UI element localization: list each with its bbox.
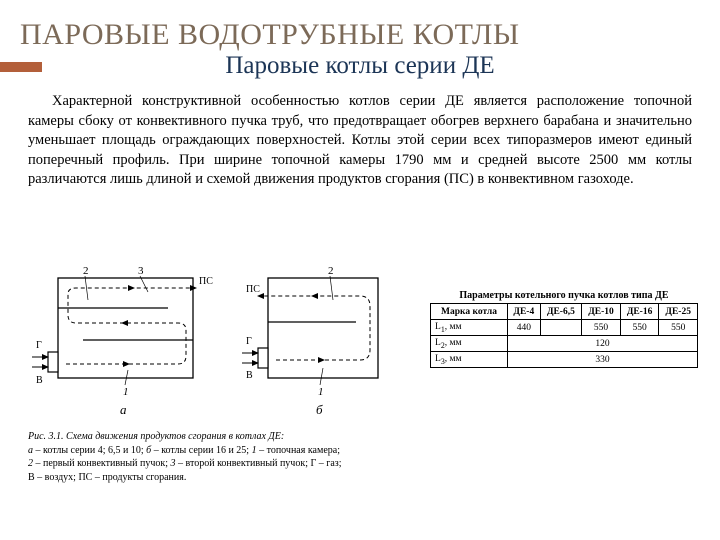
label-1a: 1 bbox=[123, 386, 129, 398]
table-row: L3, мм330 bbox=[431, 352, 698, 368]
cap-line3: В – воздух; ПС – продукты сгорания. bbox=[28, 472, 186, 483]
th-c4: ДЕ-25 bbox=[659, 304, 698, 320]
cell: 330 bbox=[508, 352, 698, 368]
table-header-row: Марка котла ДЕ-4 ДЕ-6,5 ДЕ-10 ДЕ-16 ДЕ-2… bbox=[431, 304, 698, 320]
body-paragraph: Характерной конструктивной особенностью … bbox=[28, 92, 692, 190]
table-body: L1, мм440550550550L2, мм120L3, мм330 bbox=[431, 320, 698, 368]
label-ps-a: ПС bbox=[199, 276, 213, 287]
label-v-b: В bbox=[246, 370, 253, 381]
table-title: Параметры котельного пучка котлов типа Д… bbox=[430, 290, 698, 301]
caption-head: Рис. 3.1. Схема движения продуктов сгора… bbox=[28, 431, 284, 442]
params-table: Марка котла ДЕ-4 ДЕ-6,5 ДЕ-10 ДЕ-16 ДЕ-2… bbox=[430, 303, 698, 368]
label-1b: 1 bbox=[318, 386, 324, 398]
th-c3: ДЕ-16 bbox=[620, 304, 659, 320]
figure-caption: Рис. 3.1. Схема движения продуктов сгора… bbox=[28, 430, 408, 484]
cell: 440 bbox=[508, 320, 541, 336]
label-v-a: В bbox=[36, 375, 43, 386]
sublabel-b: б bbox=[316, 402, 323, 417]
cap-2-rest: – первый конвективный пучок; bbox=[33, 458, 171, 469]
cell: 120 bbox=[508, 336, 698, 352]
th-c2: ДЕ-10 bbox=[582, 304, 621, 320]
label-ps-b: ПС bbox=[246, 284, 260, 295]
diagram-b: 2 ПС Г В 1 б bbox=[242, 265, 378, 417]
cap-1-rest: – топочная камера; bbox=[257, 445, 340, 456]
table-head: Марка котла ДЕ-4 ДЕ-6,5 ДЕ-10 ДЕ-16 ДЕ-2… bbox=[431, 304, 698, 320]
page-subtitle: Паровые котлы серии ДЕ bbox=[0, 52, 720, 80]
label-g-a: Г bbox=[36, 340, 42, 351]
table-row: L2, мм120 bbox=[431, 336, 698, 352]
row-label: L3, мм bbox=[431, 352, 508, 368]
sublabel-a: а bbox=[120, 402, 127, 417]
th-label: Марка котла bbox=[431, 304, 508, 320]
cell: 550 bbox=[582, 320, 621, 336]
cell: 550 bbox=[620, 320, 659, 336]
diagram-a: 2 3 ПС Г В 1 а bbox=[32, 265, 213, 417]
row-label: L2, мм bbox=[431, 336, 508, 352]
row-label: L1, мм bbox=[431, 320, 508, 336]
cell: 550 bbox=[659, 320, 698, 336]
cap-a-rest: – котлы серии 4; 6,5 и 10; bbox=[33, 445, 146, 456]
th-c1: ДЕ-6,5 bbox=[540, 304, 582, 320]
params-table-wrap: Параметры котельного пучка котлов типа Д… bbox=[430, 290, 698, 368]
cell bbox=[540, 320, 582, 336]
label-3a: 3 bbox=[138, 265, 144, 277]
label-2a: 2 bbox=[83, 265, 89, 277]
figure-diagrams: 2 3 ПС Г В 1 а bbox=[28, 260, 408, 420]
th-c0: ДЕ-4 bbox=[508, 304, 541, 320]
table-row: L1, мм440550550550 bbox=[431, 320, 698, 336]
cap-3-rest: – второй конвективный пучок; Г – газ; bbox=[176, 458, 342, 469]
cap-b-rest: – котлы серии 16 и 25; bbox=[151, 445, 251, 456]
label-g-b: Г bbox=[246, 336, 252, 347]
label-2b: 2 bbox=[328, 265, 334, 277]
slide: ПАРОВЫЕ ВОДОТРУБНЫЕ КОТЛЫ Паровые котлы … bbox=[0, 0, 720, 540]
page-title: ПАРОВЫЕ ВОДОТРУБНЫЕ КОТЛЫ bbox=[20, 18, 700, 52]
flow-diagrams-svg: 2 3 ПС Г В 1 а bbox=[28, 260, 408, 420]
